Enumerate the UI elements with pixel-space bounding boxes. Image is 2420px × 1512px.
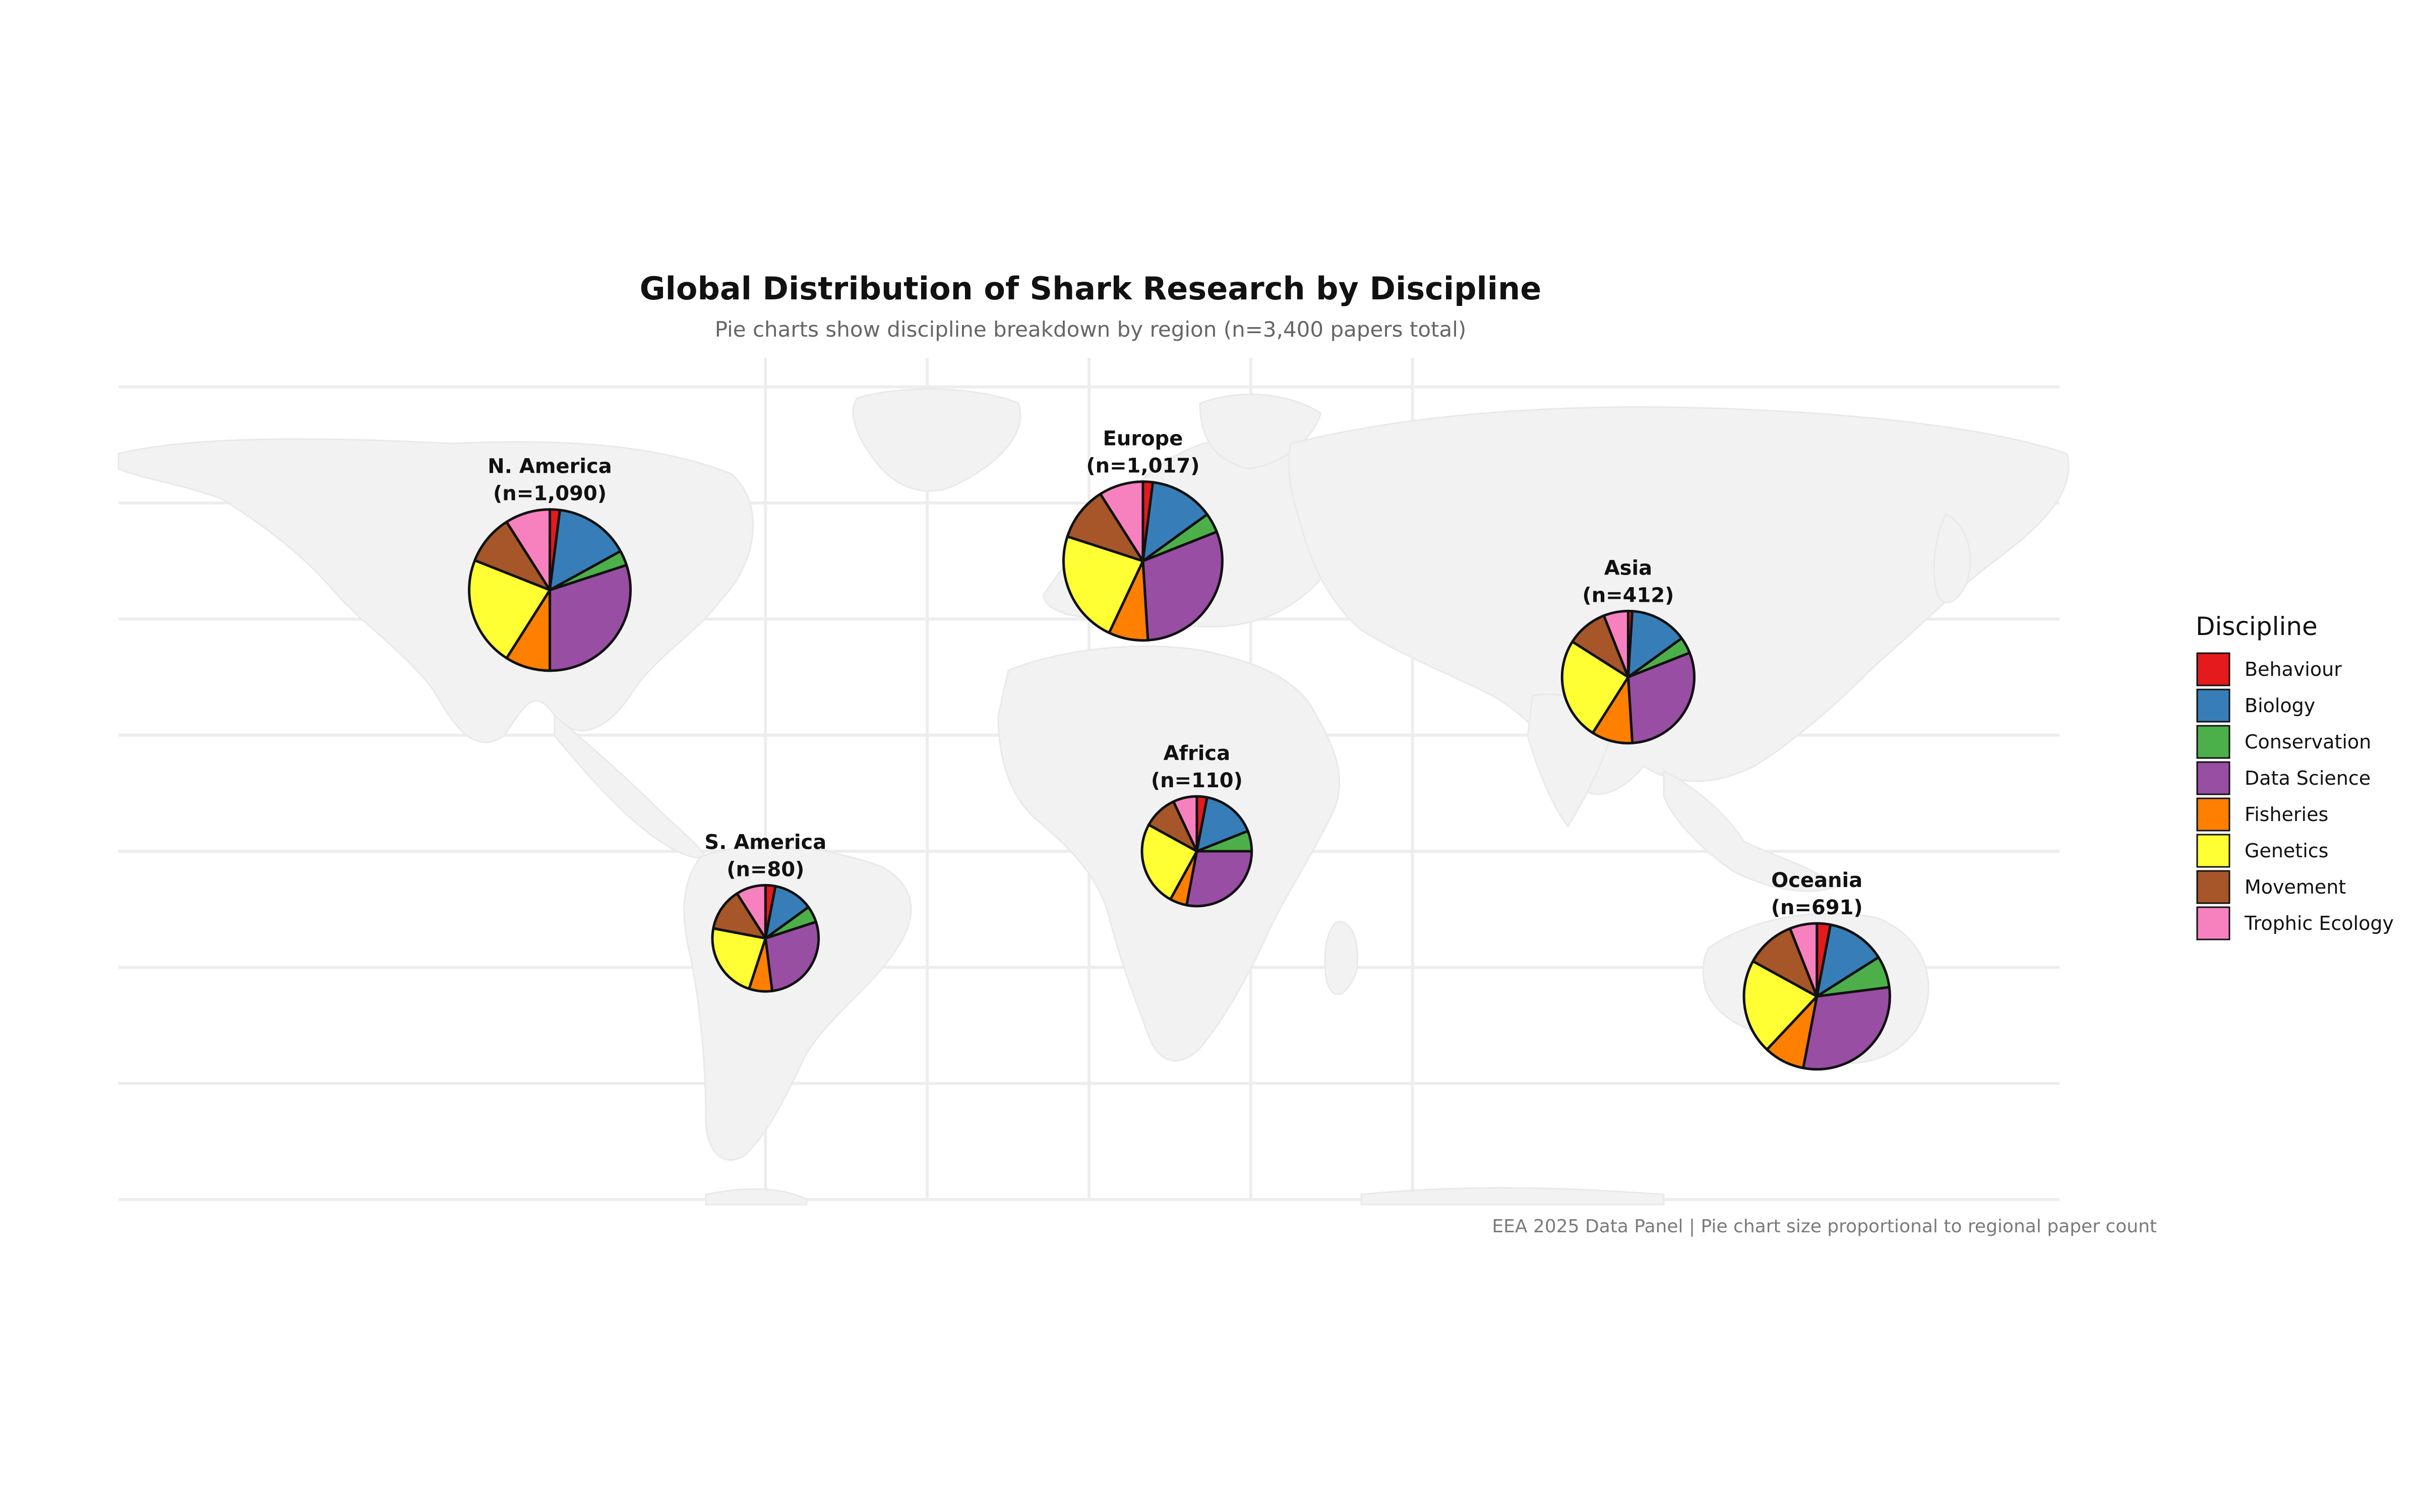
land-south-america: [683, 845, 912, 1161]
legend: Discipline Behaviour Biology Conservation D…: [2196, 612, 2394, 940]
legend-label-behaviour: Behaviour: [2245, 658, 2342, 680]
pie-slice-s-america-trophic-ecology: [736, 884, 767, 940]
region-label-asia: Asia: [1604, 556, 1652, 580]
legend-label-movement: Movement: [2245, 876, 2346, 898]
pie-slice-europe-data-science: [1141, 530, 1224, 642]
pie-slice-oceania-genetics: [1742, 960, 1819, 1051]
pie-slice-africa-data-science: [1185, 850, 1253, 908]
pie-slice-s-america-movement: [712, 892, 767, 940]
pie-africa: Africa (n=110): [1140, 742, 1253, 908]
land-central-america: [554, 714, 707, 859]
pie-slice-s-america-data-science: [764, 920, 820, 992]
land-southeast-asia: [1663, 770, 1837, 892]
legend-swatch-fisheries: [2196, 797, 2230, 832]
pie-slice-n-america-data-science: [549, 563, 632, 672]
legend-swatch-genetics: [2196, 834, 2230, 868]
region-label-africa: Africa: [1164, 742, 1231, 765]
legend-swatch-biology: [2196, 688, 2230, 723]
pie-slice-n-america-movement: [473, 521, 552, 592]
pie-slice-asia-biology: [1626, 610, 1683, 678]
chart-title: Global Distribution of Shark Research by…: [640, 270, 1542, 307]
pie-n-america: N. America (n=1,090): [468, 455, 632, 672]
region-count-s-america: (n=80): [727, 858, 804, 881]
land-madagascar: [1324, 921, 1359, 995]
pie-slice-s-america-genetics: [711, 927, 767, 990]
land-japan: [1933, 513, 1971, 603]
legend-label-trophic-ecology: Trophic Ecology: [2244, 912, 2394, 934]
chart-subtitle: Pie charts show discipline breakdown by …: [715, 317, 1467, 342]
pie-slice-africa-biology: [1195, 796, 1249, 853]
pie-slice-n-america-biology: [549, 509, 622, 592]
legend-label-data-science: Data Science: [2245, 767, 2371, 789]
pie-europe: Europe (n=1,017): [1062, 427, 1224, 642]
pie-slice-europe-movement: [1066, 492, 1144, 562]
land-antarctica: [705, 1187, 1665, 1206]
legend-title: Discipline: [2196, 612, 2318, 641]
pie-slice-asia-genetics: [1560, 640, 1629, 734]
pie-slice-asia-data-science: [1626, 651, 1696, 744]
region-count-n-america: (n=1,090): [493, 482, 607, 506]
region-count-africa: (n=110): [1151, 769, 1243, 792]
pie-slice-africa-genetics: [1140, 824, 1198, 901]
region-count-oceania: (n=691): [1771, 896, 1863, 919]
pie-slice-africa-trophic-ecology: [1172, 795, 1198, 853]
region-label-europe: Europe: [1103, 427, 1183, 451]
legend-label-biology: Biology: [2245, 695, 2315, 717]
world-map: [117, 358, 2070, 1206]
pie-slice-oceania-movement: [1751, 927, 1819, 998]
land-greenland: [852, 388, 1021, 492]
chart-caption: EEA 2025 Data Panel | Pie chart size pro…: [1492, 1216, 2157, 1237]
legend-swatch-movement: [2196, 870, 2230, 904]
pie-oceania: Oceania (n=691): [1742, 869, 1891, 1071]
region-label-n-america: N. America: [488, 455, 612, 478]
region-count-asia: (n=412): [1582, 584, 1674, 607]
legend-swatch-behaviour: [2196, 652, 2230, 686]
region-count-europe: (n=1,017): [1086, 455, 1199, 478]
legend-swatch-conservation: [2196, 725, 2230, 759]
pie-asia: Asia (n=412): [1560, 556, 1696, 745]
legend-label-fisheries: Fisheries: [2245, 803, 2328, 826]
pie-slice-s-america-biology: [764, 885, 810, 940]
legend-swatch-data-science: [2196, 761, 2230, 795]
pie-slice-oceania-biology: [1816, 923, 1880, 998]
legend-swatch-trophic-ecology: [2196, 906, 2230, 940]
pie-slice-n-america-genetics: [468, 559, 552, 660]
region-label-s-america: S. America: [704, 831, 826, 854]
pie-slice-asia-trophic-ecology: [1602, 609, 1629, 678]
pie-slice-oceania-trophic-ecology: [1788, 922, 1819, 998]
pie-slice-n-america-trophic-ecology: [505, 508, 552, 592]
pie-slice-europe-trophic-ecology: [1099, 480, 1144, 562]
pie-slice-europe-genetics: [1062, 535, 1144, 635]
land-asia: [1288, 406, 2070, 795]
pie-slice-europe-biology: [1141, 481, 1208, 562]
land-north-america: [117, 438, 754, 743]
legend-label-conservation: Conservation: [2245, 731, 2371, 753]
pie-s-america: S. America (n=80): [704, 831, 826, 993]
pie-slice-oceania-data-science: [1802, 986, 1891, 1071]
legend-label-genetics: Genetics: [2245, 840, 2328, 862]
legend-items: Behaviour Biology Conservation Data Science…: [2196, 652, 2394, 940]
region-pies: N. America (n=1,090) Europe (n=1,017) Asia (n…: [468, 427, 1891, 1071]
region-label-oceania: Oceania: [1771, 869, 1862, 892]
